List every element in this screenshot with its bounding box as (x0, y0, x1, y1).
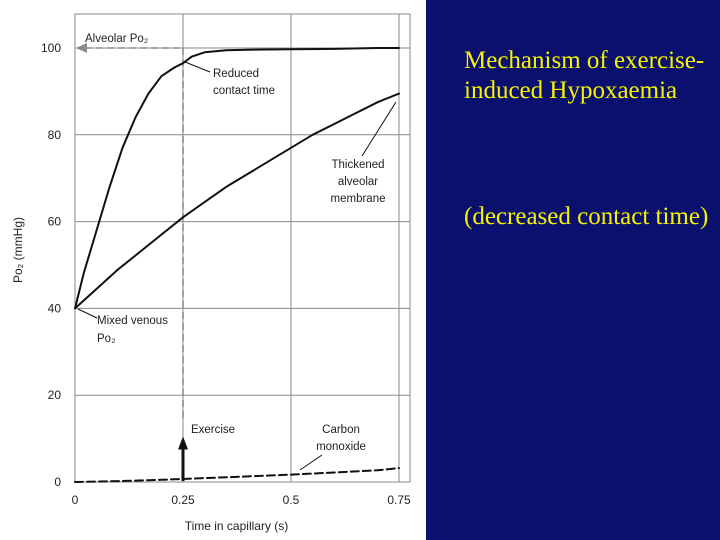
x-tick-label: 0 (72, 493, 79, 507)
normal-curve (74, 47, 400, 310)
axis-layer: 0 20 40 60 80 100 0 0.25 0.5 0.75 Time in capillar… (11, 41, 411, 533)
y-tick-label: 40 (48, 301, 62, 315)
slide-title: Mechanism of exercise-induced Hypoxaemia (464, 47, 705, 104)
po2-chart: 0 20 40 60 80 100 0 0.25 0.5 0.75 Time in capillar… (11, 13, 411, 533)
carbon-monoxide-label: monoxide (316, 441, 366, 453)
reduced-contact-label: contact time (213, 85, 275, 97)
thickened-membrane-label: Thickened (331, 159, 384, 171)
reduced-contact-label: Reduced (213, 68, 259, 80)
venous-leader-line (77, 308, 98, 319)
annotation-layer: Alveolar Po₂ Reduced contact time Thickened… (77, 33, 397, 471)
carbon-monoxide-label: Carbon (322, 424, 360, 436)
x-axis-label: Time in capillary (s) (185, 519, 289, 533)
y-axis-label: Po₂ (mmHg) (11, 217, 25, 283)
exercise-label: Exercise (191, 424, 235, 436)
alveolar-po2-label: Alveolar Po₂ (85, 33, 148, 45)
y-tick-label: 100 (41, 41, 61, 55)
thickened-leader-line (361, 101, 397, 157)
alveolar-arrow-head (76, 43, 87, 53)
co-leader-line (299, 454, 323, 471)
y-tick-label: 60 (48, 215, 62, 229)
thickened-membrane-curve (74, 92, 400, 310)
mixed-venous-label: Po₂ (97, 333, 116, 345)
series-layer (74, 47, 400, 483)
y-tick-label: 20 (48, 388, 62, 402)
thickened-membrane-label: alveolar (338, 176, 378, 188)
thickened-membrane-label: membrane (331, 193, 386, 205)
x-tick-label: 0.25 (171, 493, 195, 507)
title-panel: Mechanism of exercise-induced Hypoxaemia… (426, 0, 720, 540)
slide-subtitle: (decreased contact time) (464, 203, 709, 230)
x-tick-label: 0.5 (283, 493, 300, 507)
carbon-monoxide-curve (74, 467, 400, 483)
plot-frame (74, 13, 411, 483)
y-tick-label: 0 (54, 475, 61, 489)
exercise-arrow-head (178, 436, 188, 450)
reduced-leader-line (184, 61, 211, 73)
mixed-venous-label: Mixed venous (97, 315, 168, 327)
chart-panel: 0 20 40 60 80 100 0 0.25 0.5 0.75 Time in capillar… (11, 13, 412, 533)
y-tick-label: 80 (48, 128, 62, 142)
reference-layer (76, 43, 188, 481)
x-tick-label: 0.75 (387, 493, 411, 507)
